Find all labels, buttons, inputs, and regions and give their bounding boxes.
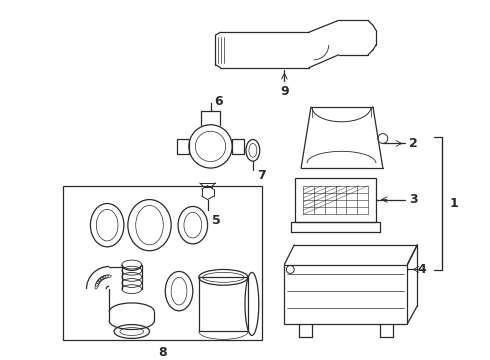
Text: 4: 4: [417, 263, 426, 276]
Text: 3: 3: [410, 193, 418, 206]
Text: 6: 6: [215, 95, 223, 108]
Text: 2: 2: [410, 137, 418, 150]
Text: 9: 9: [280, 85, 289, 98]
Text: 5: 5: [212, 214, 220, 227]
Text: 1: 1: [450, 197, 459, 210]
Text: 7: 7: [257, 170, 266, 183]
Text: 8: 8: [158, 346, 167, 359]
